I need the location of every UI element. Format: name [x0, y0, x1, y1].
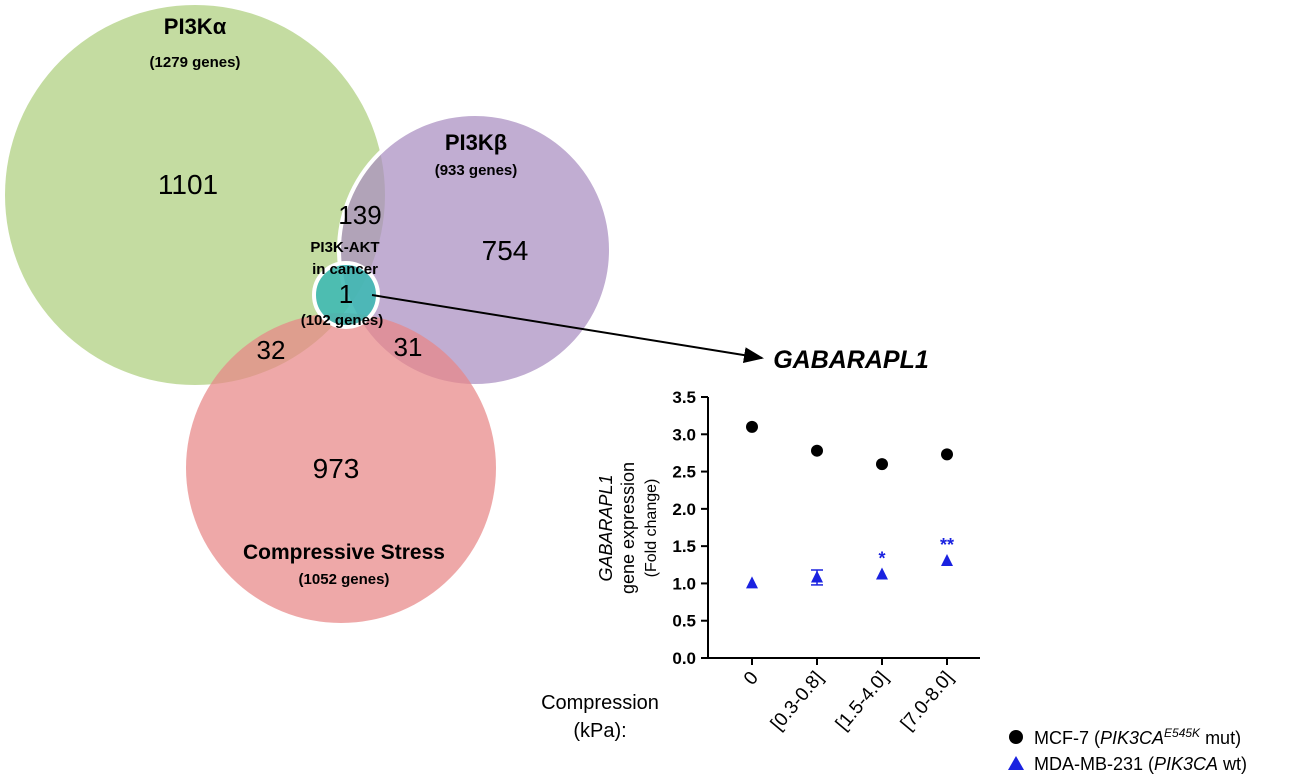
y-axis-label-line3: (Fold change)	[643, 479, 660, 578]
data-point-mcf7	[746, 420, 758, 433]
x-tick-label: [7.0-8.0]	[897, 668, 958, 735]
arrow-to-gabarapl1	[371, 294, 764, 364]
data-point-mdamb231	[941, 554, 953, 567]
venn-circle-pi3k-beta	[337, 112, 613, 388]
venn-count-alpha-beta: 139	[338, 200, 381, 230]
venn-count-beta-stress: 31	[394, 332, 423, 362]
y-axis-label-line1: GABARAPL1	[596, 474, 616, 581]
venn-diagram: PI3Kα (1279 genes) PI3Kβ (933 genes) Com…	[5, 5, 613, 623]
x-tick-label: [1.5-4.0]	[832, 668, 893, 735]
venn-count-stress-only: 973	[313, 453, 360, 484]
y-tick-label: 3.5	[672, 388, 696, 407]
data-point-mdamb231	[876, 567, 888, 580]
data-point-mdamb231	[811, 570, 823, 583]
x-axis-label-line2: (kPa):	[573, 720, 626, 742]
data-point-mcf7	[941, 448, 953, 461]
venn-title-pi3k-beta: PI3Kβ	[445, 130, 507, 155]
venn-title-pi3k-akt-line1: PI3K-AKT	[310, 239, 379, 256]
significance-label: *	[878, 548, 885, 568]
x-tick-label: [0.3-0.8]	[767, 668, 828, 735]
y-ticks: 0.0 0.5 1.0 1.5 2.0 2.5 3.0 3.5	[672, 388, 708, 668]
venn-count-core: 1	[339, 279, 353, 309]
y-tick-label: 3.0	[672, 425, 696, 444]
legend-label-mcf7: MCF-7 (PIK3CAE545K mut)	[1034, 726, 1241, 748]
y-tick-label: 0.5	[672, 612, 696, 631]
y-tick-label: 1.5	[672, 537, 696, 556]
venn-count-alpha-stress: 32	[257, 335, 286, 365]
significance-label: **	[940, 535, 954, 555]
venn-circle-pi3k-alpha	[5, 5, 385, 385]
data-point-mcf7	[811, 444, 823, 457]
x-axis-label-line1: Compression	[541, 692, 659, 714]
data-point-mcf7	[876, 458, 888, 471]
venn-count-beta-only: 754	[482, 235, 529, 266]
venn-subtitle-pi3k-akt: (102 genes)	[301, 312, 384, 329]
legend-marker-mcf7	[1009, 730, 1023, 744]
x-tick-label: 0	[740, 668, 763, 690]
expression-chart: 0.0 0.5 1.0 1.5 2.0 2.5 3.0 3.5 0 [0.3-0.8] [1.5-…	[541, 388, 980, 742]
y-tick-label: 2.0	[672, 500, 696, 519]
y-tick-label: 1.0	[672, 574, 696, 593]
legend: MCF-7 (PIK3CAE545K mut) MDA-MB-231 (PIK3…	[1008, 726, 1247, 774]
y-tick-label: 0.0	[672, 649, 696, 668]
venn-circle-compressive-stress	[186, 313, 496, 623]
venn-subtitle-pi3k-beta: (933 genes)	[435, 162, 518, 179]
venn-count-alpha-only: 1101	[158, 169, 218, 200]
chart-title: GABARAPL1	[773, 346, 929, 374]
series-layer: ***	[746, 420, 954, 589]
venn-subtitle-compressive-stress: (1052 genes)	[299, 571, 390, 588]
data-point-mdamb231	[746, 576, 758, 589]
x-ticks: 0 [0.3-0.8] [1.5-4.0] [7.0-8.0]	[740, 658, 958, 735]
legend-marker-mdamb231	[1008, 756, 1024, 770]
y-tick-label: 2.5	[672, 463, 696, 482]
legend-label-mdamb231: MDA-MB-231 (PIK3CA wt)	[1034, 754, 1247, 774]
y-axis-label-line2: gene expression	[618, 462, 638, 594]
venn-subtitle-pi3k-alpha: (1279 genes)	[150, 54, 241, 71]
venn-title-pi3k-alpha: PI3Kα	[164, 14, 227, 39]
venn-title-pi3k-akt-line2: in cancer	[312, 261, 378, 278]
venn-title-compressive-stress: Compressive Stress	[243, 541, 445, 564]
